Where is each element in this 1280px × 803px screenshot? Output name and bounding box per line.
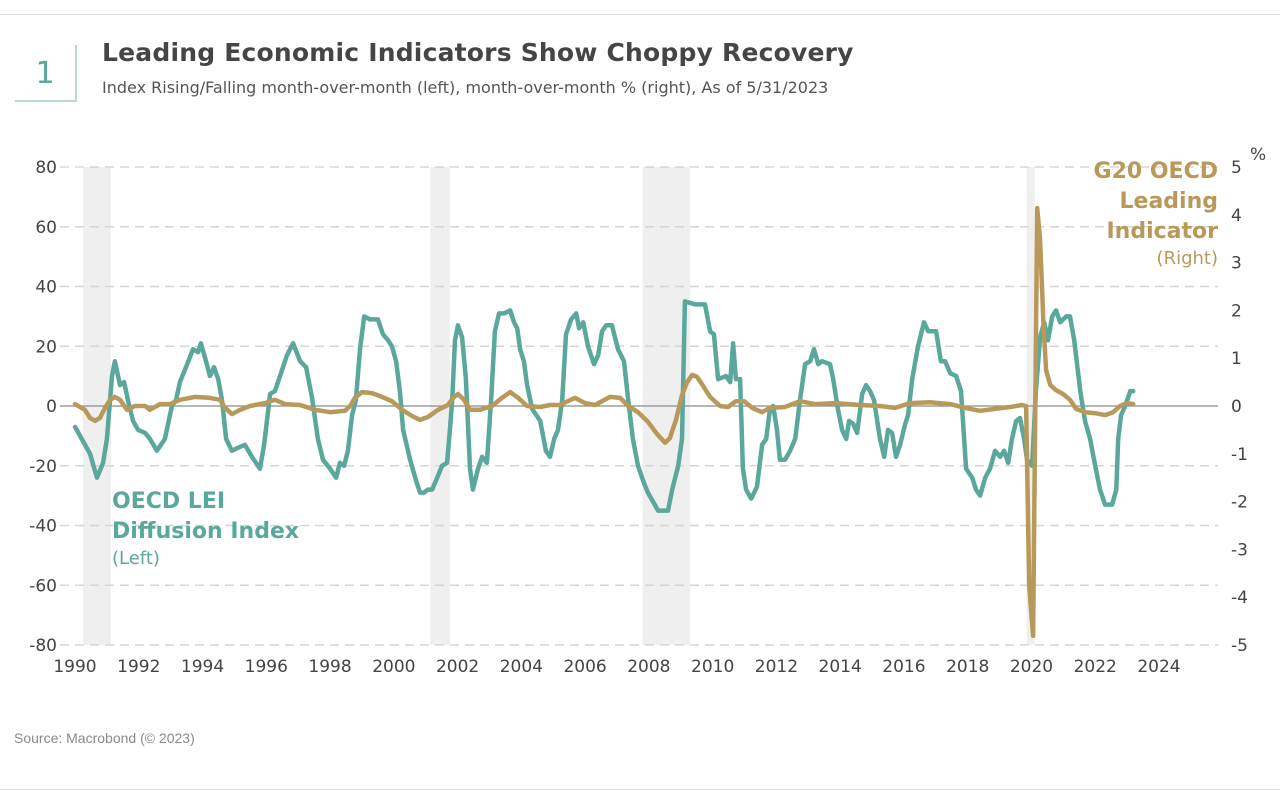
- gold-label-line-2: Leading: [1120, 189, 1218, 214]
- teal-label-line-1: OECD LEI: [112, 489, 225, 514]
- source-note: Source: Macrobond (© 2023): [14, 730, 195, 746]
- page-subtitle: Index Rising/Falling month-over-month (l…: [102, 78, 829, 97]
- left-axis-tick-label: 40: [35, 278, 57, 298]
- x-axis-tick-label: 2012: [755, 657, 798, 677]
- series-lines: [72, 205, 1136, 639]
- x-axis-tick-label: 2024: [1137, 657, 1180, 677]
- right-axis-tick-label: -3: [1231, 540, 1248, 560]
- page-title: Leading Economic Indicators Show Choppy …: [102, 38, 854, 67]
- x-axis-tick-label: 2020: [1010, 657, 1053, 677]
- x-axis-tick-label: 2004: [500, 657, 543, 677]
- x-axis-tick-label: 1994: [181, 657, 224, 677]
- right-axis-tick-label: 5: [1231, 158, 1242, 178]
- left-axis-tick-label: 80: [35, 158, 57, 178]
- x-axis-tick-label: 2002: [436, 657, 479, 677]
- right-axis-tick-label: -2: [1231, 493, 1248, 513]
- teal-label-line-3: (Left): [112, 548, 160, 569]
- x-axis-tick-label: 1998: [308, 657, 351, 677]
- right-axis-tick-label: -1: [1231, 445, 1248, 465]
- left-axis-tick-label: -60: [29, 576, 57, 596]
- right-axis-tick-label: 4: [1231, 206, 1242, 226]
- right-axis-tick-label: 1: [1231, 349, 1242, 369]
- gold-label-line-4: (Right): [1157, 248, 1218, 269]
- left-axis-tick-label: -40: [29, 517, 57, 537]
- left-axis-tick-label: 0: [46, 397, 57, 417]
- right-axis-tick-label: -5: [1231, 636, 1248, 656]
- gold-label-line-3: Indicator: [1106, 219, 1218, 244]
- gold-label-line-1: G20 OECD: [1094, 159, 1218, 184]
- x-axis-tick-label: 2006: [563, 657, 606, 677]
- left-axis-tick-label: 60: [35, 218, 57, 238]
- teal-label-line-2: Diffusion Index: [112, 519, 299, 544]
- right-axis-tick-label: 2: [1231, 301, 1242, 321]
- left-axis-tick-label: 20: [35, 337, 57, 357]
- x-axis-tick-label: 2008: [627, 657, 670, 677]
- gold-series-label: G20 OECD Leading Indicator (Right): [1094, 159, 1219, 269]
- right-axis-tick-label: 3: [1231, 254, 1242, 274]
- gridlines: [60, 166, 1218, 646]
- x-axis-tick-label: 2018: [946, 657, 989, 677]
- x-axis-tick-label: 2014: [819, 657, 862, 677]
- x-axis-tick-label: 2000: [372, 657, 415, 677]
- left-axis-tick-label: -20: [29, 457, 57, 477]
- oecd-lei-diffusion-line: [72, 299, 1136, 513]
- x-axis-tick-label: 1990: [53, 657, 96, 677]
- g20-leading-indicator-line: [72, 205, 1136, 639]
- teal-series-label: OECD LEI Diffusion Index (Left): [112, 489, 299, 569]
- x-axis-tick-label: 2016: [882, 657, 925, 677]
- top-divider: [0, 14, 1280, 15]
- right-axis-unit: %: [1250, 145, 1266, 165]
- axis-ticks: 80 60 40 20 0 -20 -40 -60 -80 5 4 3 2 1 0 -1 -2 -3 -4 -5 199…: [29, 158, 1248, 677]
- x-axis-tick-label: 1996: [245, 657, 288, 677]
- x-axis-tick-label: 2010: [691, 657, 734, 677]
- x-axis-tick-label: 2022: [1074, 657, 1117, 677]
- left-axis-tick-label: -80: [29, 636, 57, 656]
- x-axis-tick-label: 1992: [117, 657, 160, 677]
- bottom-divider: [0, 789, 1280, 790]
- right-axis-tick-label: -4: [1231, 588, 1248, 608]
- figure-number: 1: [15, 45, 77, 102]
- right-axis-tick-label: 0: [1231, 397, 1242, 417]
